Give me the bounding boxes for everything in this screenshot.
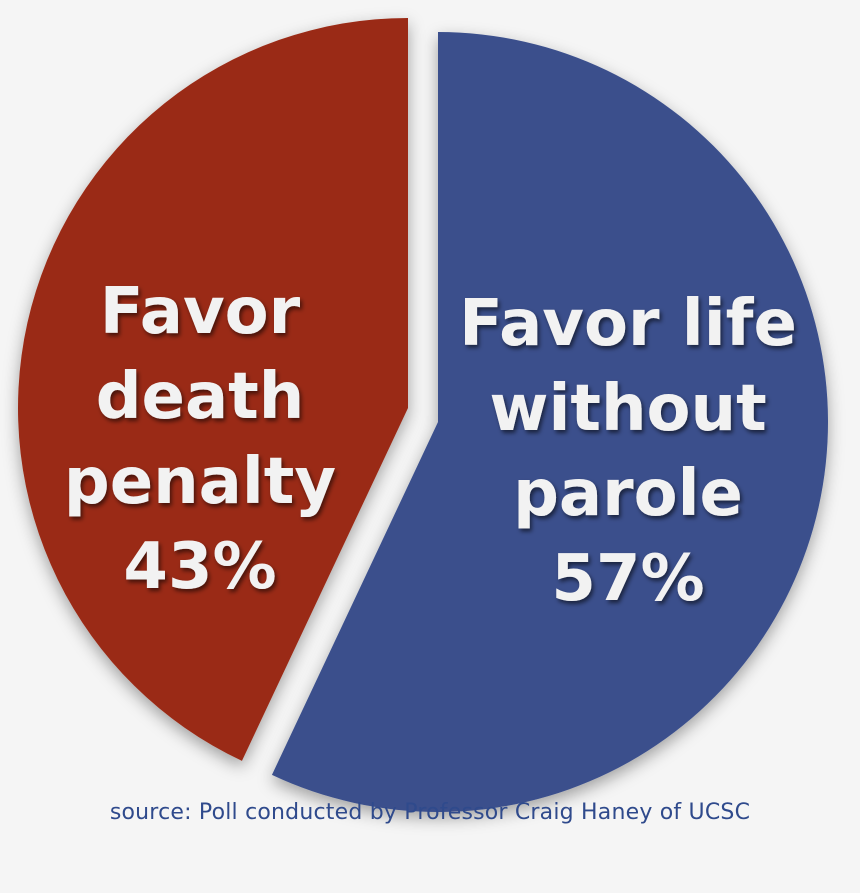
pie-slice-label-line: Favor (100, 275, 301, 349)
pie-slices (18, 18, 829, 812)
pie-slice-label-line: parole (513, 457, 743, 531)
pie-slice-1 (18, 18, 408, 761)
pie-slice-label-line: 57% (551, 542, 704, 616)
pie-slice-label-line: without (489, 372, 766, 446)
pie-slice-0 (271, 32, 829, 812)
pie-labels: Favor life without parole 57% Favor death pena… (64, 275, 797, 616)
pie-slice-label-line: Favor life (459, 287, 797, 361)
pie-slice-label-1: Favor death penalty 43% (64, 275, 336, 604)
pie-slice-label-line: 43% (123, 530, 276, 604)
source-note: source: Poll conducted by Professor Crai… (109, 800, 751, 825)
pie-slice-label-0: Favor life without parole 57% (459, 287, 797, 616)
pie-slice-label-line: penalty (64, 445, 336, 519)
pie-slice-label-line: death (96, 360, 305, 434)
